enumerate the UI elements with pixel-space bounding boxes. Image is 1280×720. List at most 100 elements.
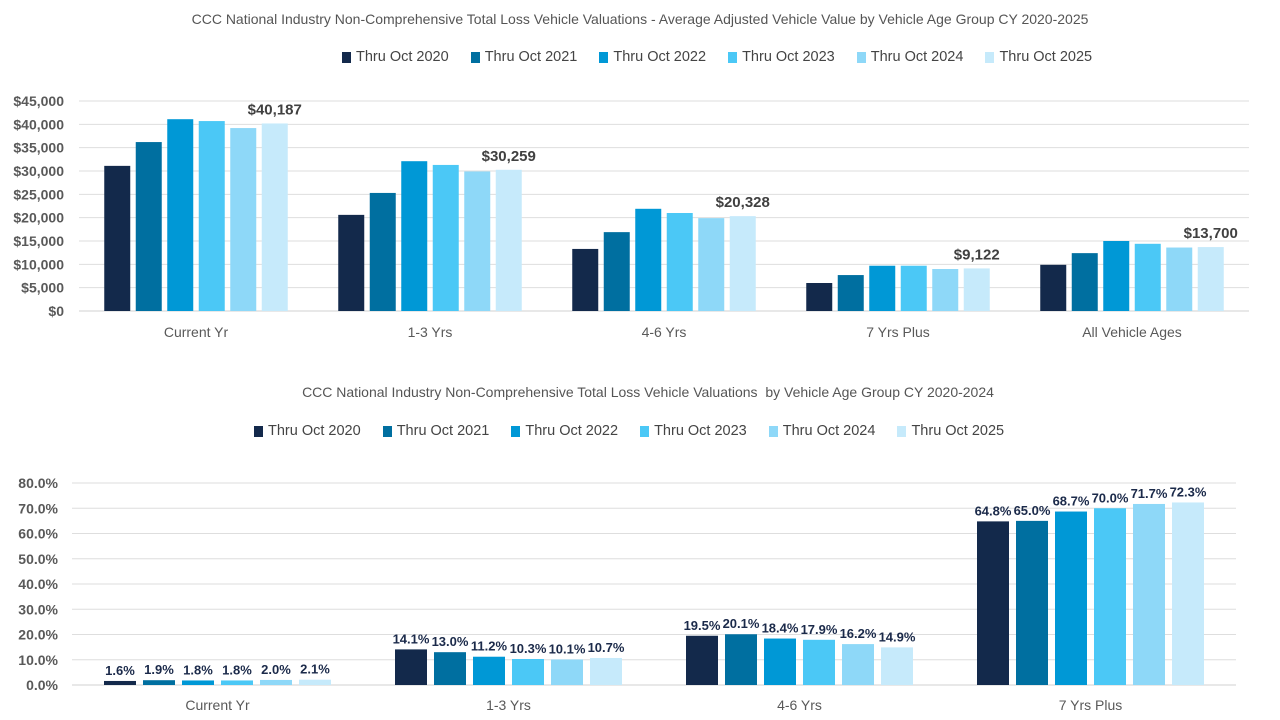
data-label: 1.8% xyxy=(222,662,252,677)
y-tick-label: $30,000 xyxy=(13,163,64,179)
bar xyxy=(1094,508,1126,685)
bar xyxy=(729,216,756,311)
bar xyxy=(803,639,835,685)
data-label: $40,187 xyxy=(248,101,302,118)
legend-swatch xyxy=(985,51,995,63)
bar xyxy=(1172,502,1204,685)
bar xyxy=(143,680,175,685)
y-tick-label: 80.0% xyxy=(18,475,58,491)
bar xyxy=(182,680,214,685)
chart-2-legend: Thru Oct 2020 Thru Oct 2021 Thru Oct 2022 T… xyxy=(254,423,1004,439)
bar xyxy=(1071,253,1098,311)
data-label: 70.0% xyxy=(1092,490,1129,505)
bar xyxy=(572,248,599,311)
y-tick-label: 50.0% xyxy=(18,551,58,567)
x-category-label: 1-3 Yrs xyxy=(486,697,531,713)
x-category-label: Current Yr xyxy=(164,324,229,340)
legend-swatch xyxy=(640,425,650,437)
bar xyxy=(842,644,874,685)
legend-label: Thru Oct 2024 xyxy=(782,423,876,439)
bar xyxy=(900,265,927,311)
bar xyxy=(135,142,162,311)
bar xyxy=(432,164,459,311)
bar xyxy=(869,265,896,311)
bar xyxy=(590,657,622,685)
data-label: 72.3% xyxy=(1170,484,1207,499)
bar xyxy=(551,659,583,685)
data-label: 71.7% xyxy=(1131,486,1168,501)
legend-swatch xyxy=(897,425,907,437)
legend-label: Thru Oct 2022 xyxy=(525,423,619,439)
chart-1-legend: Thru Oct 2020 Thru Oct 2021 Thru Oct 2022 T… xyxy=(342,49,1092,65)
data-label: $9,122 xyxy=(954,246,1000,263)
bar xyxy=(495,169,522,311)
legend-item: Thru Oct 2021 xyxy=(470,49,578,65)
data-label: 1.6% xyxy=(105,663,135,678)
bar xyxy=(299,679,331,685)
legend-item: Thru Oct 2025 xyxy=(897,423,1004,439)
legend-swatch xyxy=(856,51,866,63)
legend-item: Thru Oct 2024 xyxy=(768,423,876,439)
bar xyxy=(1103,241,1130,311)
legend-label: Thru Oct 2024 xyxy=(870,49,964,65)
legend-swatch xyxy=(342,51,351,63)
data-label: 16.2% xyxy=(840,626,877,641)
y-tick-label: 60.0% xyxy=(18,526,58,542)
chart-2-title: CCC National Industry Non-Comprehensive … xyxy=(302,384,994,400)
data-label: 10.3% xyxy=(510,641,547,656)
data-label: $20,328 xyxy=(716,194,770,211)
legend-label: Thru Oct 2020 xyxy=(356,49,449,65)
legend-label: Thru Oct 2020 xyxy=(268,423,361,439)
bar xyxy=(686,635,718,685)
y-tick-label: $15,000 xyxy=(13,233,64,249)
bar xyxy=(764,638,796,685)
y-tick-label: $25,000 xyxy=(13,186,64,202)
y-tick-label: 70.0% xyxy=(18,500,58,516)
data-label: 1.8% xyxy=(183,662,213,677)
bar xyxy=(666,213,693,311)
bar xyxy=(104,165,131,311)
legend-item: Thru Oct 2020 xyxy=(342,49,449,65)
bar xyxy=(104,680,136,685)
legend-label: Thru Oct 2021 xyxy=(396,423,490,439)
bar xyxy=(198,121,225,311)
legend-item: Thru Oct 2024 xyxy=(856,49,964,65)
bar xyxy=(806,283,833,311)
legend-swatch xyxy=(728,51,738,63)
data-label: 14.9% xyxy=(879,629,916,644)
data-label: 18.4% xyxy=(762,621,799,636)
bar xyxy=(1166,247,1193,311)
legend-item: Thru Oct 2022 xyxy=(511,423,618,439)
y-tick-label: $10,000 xyxy=(13,256,64,272)
legend-item: Thru Oct 2020 xyxy=(254,423,361,439)
bar xyxy=(464,171,491,311)
y-tick-label: $35,000 xyxy=(13,140,64,156)
data-label: 10.1% xyxy=(549,641,586,656)
bar xyxy=(230,128,257,311)
legend-label: Thru Oct 2023 xyxy=(654,423,747,439)
bar xyxy=(1016,520,1048,685)
data-label: 68.7% xyxy=(1053,494,1090,509)
legend-item: Thru Oct 2023 xyxy=(640,423,747,439)
legend-item: Thru Oct 2023 xyxy=(728,49,835,65)
bar xyxy=(1055,511,1087,685)
y-tick-label: $45,000 xyxy=(13,93,64,109)
legend-item: Thru Oct 2025 xyxy=(985,49,1092,65)
bar xyxy=(434,652,466,685)
data-label: 64.8% xyxy=(975,503,1012,518)
bar xyxy=(512,658,544,685)
y-tick-label: $20,000 xyxy=(13,210,64,226)
chart-1-title: CCC National Industry Non-Comprehensive … xyxy=(191,11,1089,27)
legend-swatch xyxy=(768,425,778,437)
x-category-label: All Vehicle Ages xyxy=(1082,324,1182,340)
bar xyxy=(221,680,253,685)
legend-label: Thru Oct 2021 xyxy=(484,49,578,65)
bar xyxy=(473,656,505,685)
bar xyxy=(977,521,1009,685)
bar xyxy=(369,192,396,311)
data-label: 2.0% xyxy=(261,662,291,677)
bar xyxy=(1134,243,1161,311)
legend-swatch xyxy=(254,425,263,437)
y-tick-label: 0.0% xyxy=(26,677,58,693)
